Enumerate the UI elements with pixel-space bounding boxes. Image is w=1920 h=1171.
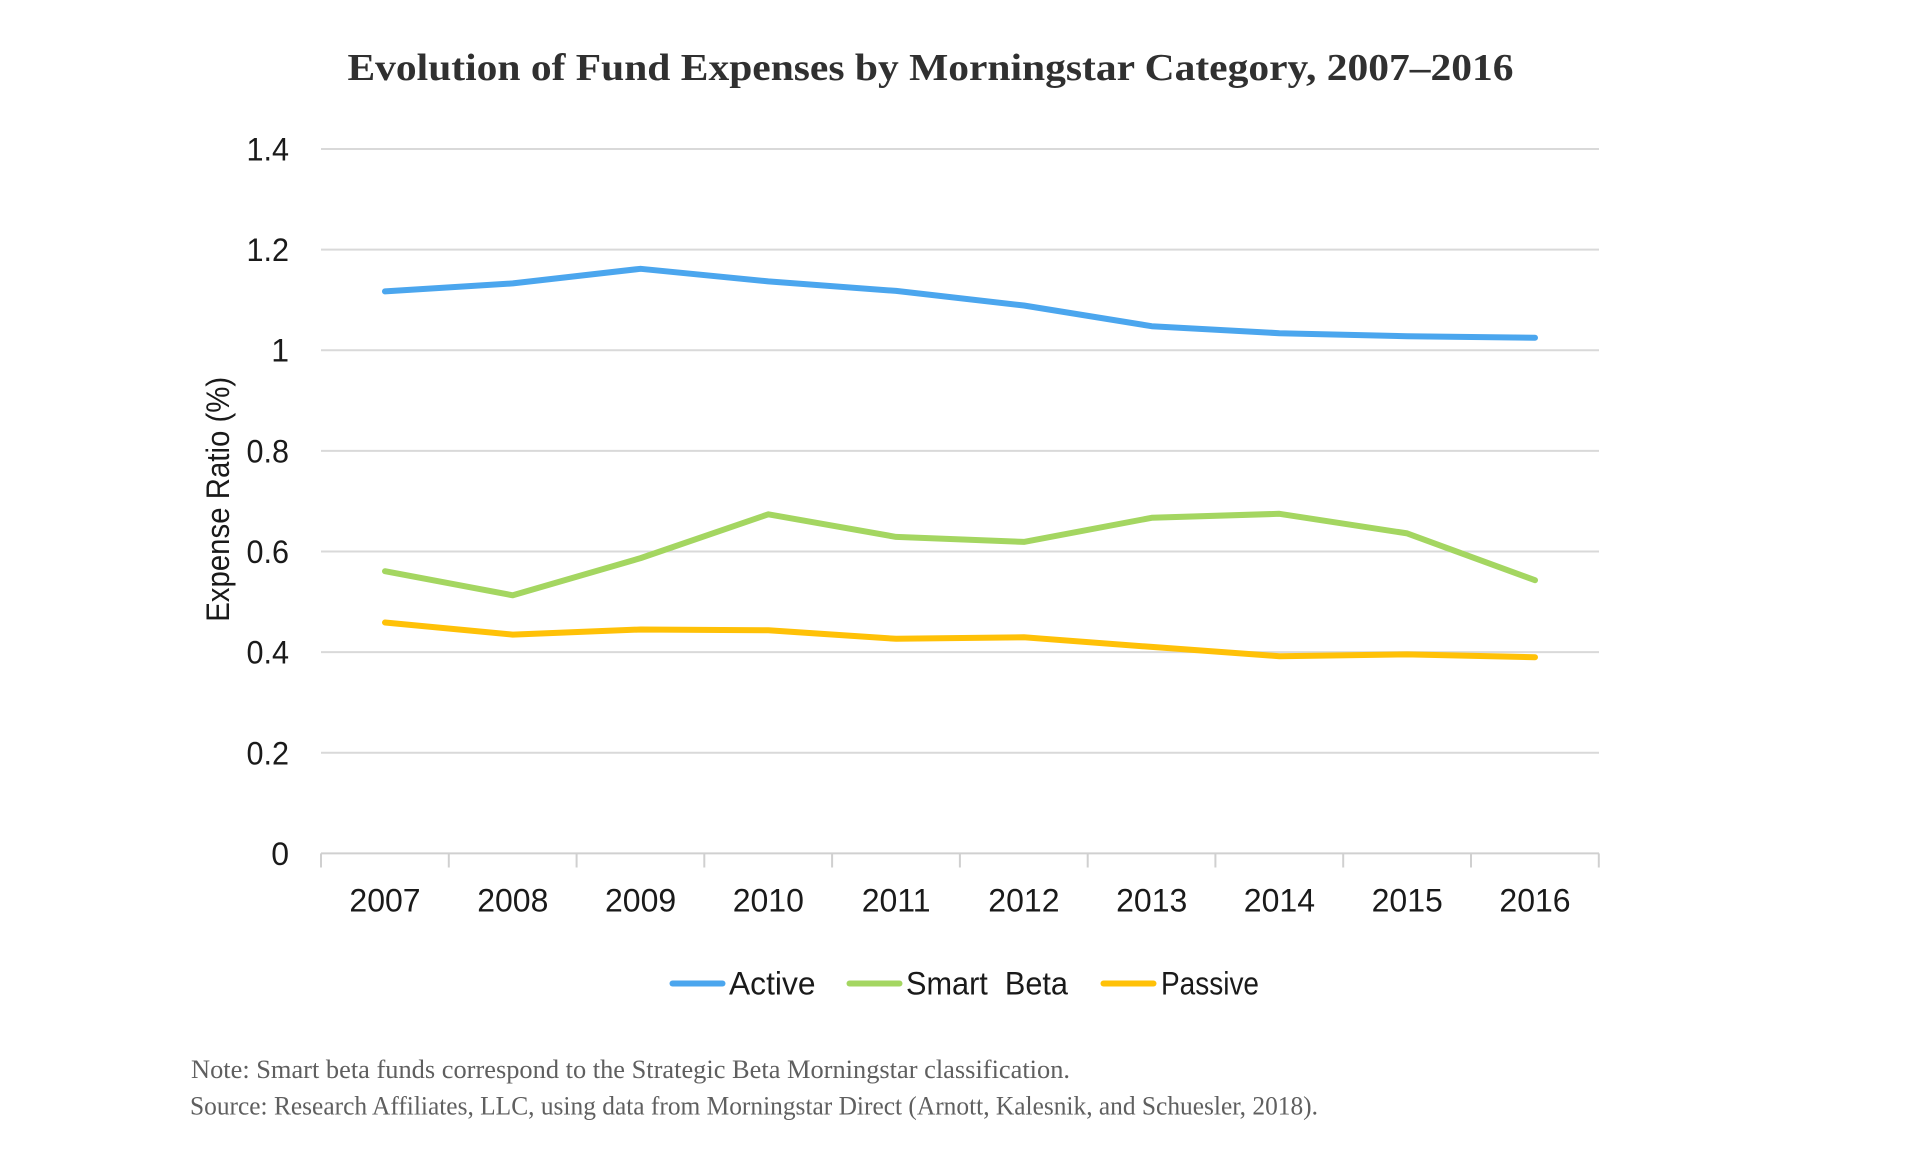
svg-text:0.2: 0.2 [247, 735, 290, 771]
svg-text:2009: 2009 [605, 883, 676, 919]
svg-text:Note: Smart beta funds corresp: Note: Smart beta funds correspond to the… [191, 1055, 1070, 1084]
svg-text:1.2: 1.2 [247, 232, 290, 268]
svg-text:2013: 2013 [1116, 883, 1187, 919]
svg-text:2012: 2012 [988, 883, 1059, 919]
svg-text:Source: Research Affiliates, L: Source: Research Affiliates, LLC, using … [190, 1092, 1318, 1121]
svg-text:2008: 2008 [477, 883, 548, 919]
svg-text:2011: 2011 [862, 883, 931, 919]
svg-text:0.4: 0.4 [247, 635, 290, 671]
svg-text:2007: 2007 [349, 883, 420, 919]
svg-text:2010: 2010 [733, 883, 804, 919]
svg-text:0.8: 0.8 [247, 433, 290, 469]
svg-text:Expense Ratio (%): Expense Ratio (%) [200, 377, 236, 622]
svg-text:0.6: 0.6 [247, 534, 290, 570]
svg-text:1.4: 1.4 [247, 132, 290, 168]
svg-text:0: 0 [271, 836, 289, 872]
svg-text:Passive: Passive [1161, 966, 1259, 1002]
svg-text:Smart Beta: Smart Beta [906, 966, 1068, 1002]
svg-text:Evolution of Fund Expenses by: Evolution of Fund Expenses by Morningsta… [348, 47, 1514, 89]
svg-text:Active: Active [729, 966, 816, 1002]
svg-text:2016: 2016 [1499, 883, 1570, 919]
svg-text:1: 1 [271, 333, 289, 369]
svg-text:2014: 2014 [1244, 883, 1315, 919]
svg-text:2015: 2015 [1372, 883, 1443, 919]
